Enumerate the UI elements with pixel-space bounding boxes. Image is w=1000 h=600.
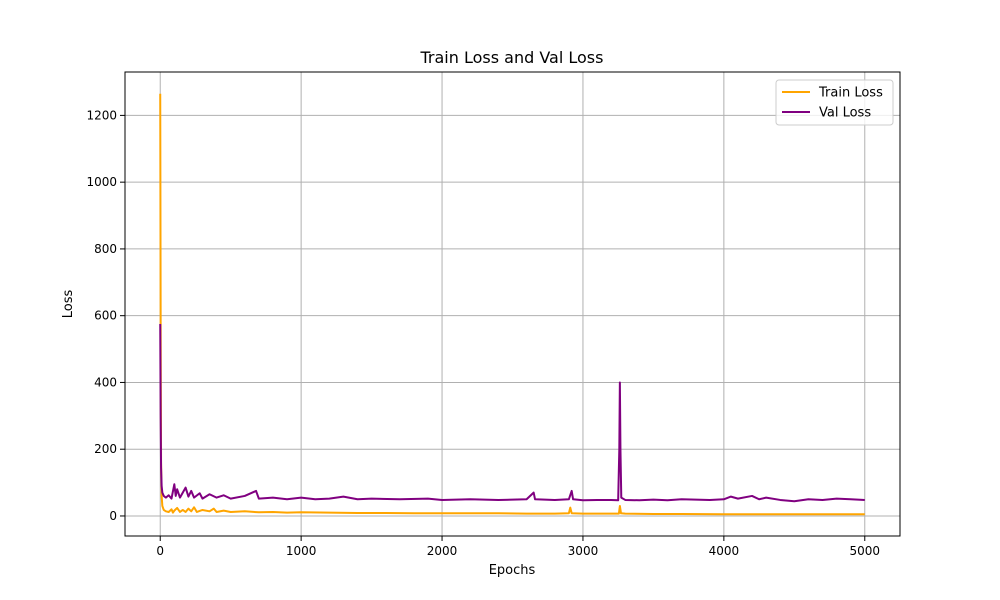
- y-tick-label: 400: [94, 375, 117, 389]
- series-line-train-loss: [159, 93, 865, 516]
- x-tick-label: 2000: [427, 544, 458, 558]
- x-axis-ticks: 0 1000 2000 3000 4000 5000: [156, 536, 880, 558]
- x-tick-label: 0: [156, 544, 164, 558]
- series-group: [159, 93, 865, 516]
- series-line-val-loss: [159, 324, 865, 503]
- y-tick-label: 600: [94, 309, 117, 323]
- x-tick-label: 4000: [709, 544, 740, 558]
- legend-label: Val Loss: [819, 106, 871, 121]
- grid: [125, 72, 900, 536]
- y-tick-label: 200: [94, 442, 117, 456]
- x-tick-label: 3000: [568, 544, 599, 558]
- legend: Train Loss Val Loss: [775, 79, 894, 126]
- x-tick-label: 5000: [849, 544, 880, 558]
- y-axis-ticks: 0 200 400 600 800 1000 1200: [86, 108, 125, 523]
- x-axis-label: Epochs: [489, 563, 536, 578]
- y-axis-label: Loss: [61, 290, 76, 319]
- y-tick-label: 1000: [86, 175, 117, 189]
- y-tick-label: 1200: [86, 108, 117, 122]
- y-tick-label: 800: [94, 242, 117, 256]
- y-tick-label: 0: [109, 509, 117, 523]
- chart-title: Train Loss and Val Loss: [420, 48, 604, 67]
- x-tick-label: 1000: [286, 544, 317, 558]
- plot-frame: [124, 71, 901, 537]
- legend-label: Train Loss: [818, 86, 883, 101]
